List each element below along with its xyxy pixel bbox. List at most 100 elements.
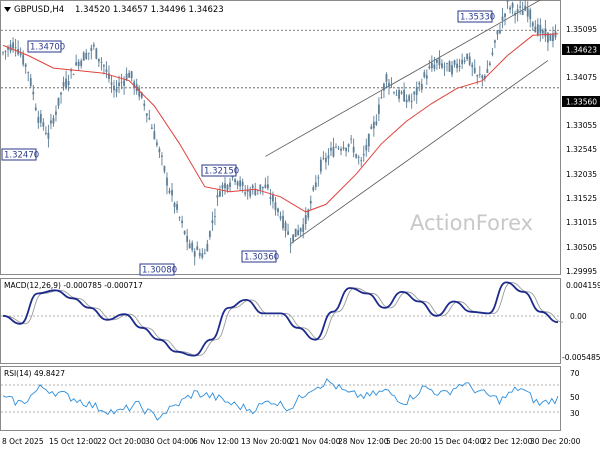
rsi-axis[interactable]: 70 50 30 — [570, 369, 580, 418]
candle-body — [37, 116, 40, 123]
candle-body — [393, 92, 395, 94]
candle-body — [143, 103, 146, 106]
current-price-marker — [562, 44, 600, 55]
candle-body — [77, 61, 80, 67]
macd-axis[interactable]: 0.004159 0.00 -0.005485 — [562, 281, 600, 362]
candle-body — [456, 63, 458, 69]
level-price-label: 1.33560 — [566, 98, 597, 107]
candle-body — [29, 78, 32, 86]
dropdown-triangle-icon[interactable] — [4, 7, 11, 12]
candle-body — [171, 190, 173, 196]
price-tick: 1.35095 — [566, 25, 597, 34]
candle-body — [266, 184, 269, 189]
candle-body — [9, 44, 12, 52]
candle-body — [332, 146, 335, 157]
candle-body — [55, 111, 57, 115]
candle-body — [327, 155, 330, 159]
candle-body — [2, 52, 4, 54]
candle-body — [110, 82, 113, 85]
candle-body — [241, 181, 244, 186]
candle-body — [216, 194, 219, 198]
candle-body — [72, 74, 75, 76]
candle-body — [362, 153, 365, 156]
candle-body — [534, 26, 537, 33]
candle-body — [27, 72, 30, 73]
candle-body — [501, 16, 504, 21]
chart-header: GBPUSD,H4 1.34520 1.34657 1.34496 1.3462… — [4, 5, 224, 15]
candle-body — [380, 97, 383, 99]
candle-body — [251, 185, 254, 188]
candle-body — [494, 40, 496, 43]
candle-body — [221, 184, 224, 189]
candle-body — [284, 222, 287, 232]
macd-title: MACD(12,26,9) -0.000785 -0.000717 — [4, 281, 143, 290]
candle-body — [138, 88, 141, 97]
candle-body — [123, 80, 125, 86]
candle-body — [82, 52, 85, 61]
candle-body — [236, 181, 239, 186]
candle-body — [478, 74, 481, 76]
candle-body — [100, 62, 103, 63]
channel-line — [265, 0, 542, 157]
candle-body — [34, 107, 37, 111]
candle-body — [524, 5, 527, 11]
candle-body — [47, 132, 50, 139]
annotation-low-label: 1.32470 — [4, 151, 39, 161]
candle-body — [463, 60, 466, 62]
price-axis[interactable]: 1.35095 1.34075 1.33055 1.32545 1.32035 … — [562, 25, 600, 276]
candle-body — [196, 246, 199, 250]
macd-main-line — [2, 281, 559, 357]
candle-body — [309, 200, 312, 204]
candle-body — [514, 13, 517, 16]
candle-body — [461, 59, 464, 65]
price-annotations: 1.34700 1.32470 1.32150 1.30360 1.30080 … — [1, 10, 495, 276]
candle-body — [163, 166, 166, 172]
candle-body — [133, 81, 136, 89]
time-tick: 22 Oct 20:00 — [97, 437, 146, 446]
candle-body — [337, 148, 340, 149]
time-tick: 28 Nov 12:00 — [338, 437, 389, 446]
annotation-bottom-label: 1.30080 — [142, 266, 177, 276]
candle-body — [256, 190, 259, 191]
candle-body — [7, 47, 9, 50]
candle-body — [249, 190, 252, 197]
price-tick: 1.32545 — [566, 145, 597, 154]
annotation-high-label: 1.34700 — [30, 43, 65, 53]
level-price-marker — [562, 96, 600, 107]
candle-body — [14, 47, 17, 49]
candle-body — [388, 82, 390, 87]
candle-body — [481, 75, 484, 79]
candle-body — [229, 182, 231, 187]
candle-body — [226, 184, 229, 190]
candle-body — [92, 44, 95, 47]
moving-average — [2, 33, 559, 213]
candle-body — [544, 28, 547, 37]
candle-body — [486, 69, 489, 73]
macd-tick: 0.00 — [570, 312, 587, 321]
channel-lines — [265, 0, 549, 245]
annotation-box — [241, 250, 277, 263]
time-tick: 30 Dec 20:00 — [530, 437, 581, 446]
channel-line — [290, 60, 549, 245]
candle-body — [458, 65, 461, 68]
candle-body — [42, 122, 45, 127]
price-tick: 1.31525 — [566, 194, 597, 203]
candle-body — [239, 180, 242, 187]
candle-body — [259, 184, 262, 190]
candle-body — [90, 47, 93, 51]
candle-body — [287, 231, 289, 235]
candle-body — [52, 117, 55, 124]
rsi-pane[interactable] — [0, 366, 561, 431]
macd-signal-line — [2, 281, 564, 357]
candle-body — [365, 145, 368, 151]
candle-body — [39, 113, 42, 123]
time-tick: 30 Oct 04:00 — [145, 437, 194, 446]
candle-body — [352, 146, 355, 153]
candle-body — [254, 189, 257, 196]
rsi-tick: 50 — [570, 393, 580, 402]
macd-pane[interactable] — [0, 278, 561, 364]
time-tick: 8 Oct 2025 — [2, 437, 44, 446]
time-axis[interactable]: 8 Oct 2025 15 Oct 12:00 22 Oct 20:00 30 … — [2, 437, 581, 446]
candle-body — [272, 195, 274, 202]
